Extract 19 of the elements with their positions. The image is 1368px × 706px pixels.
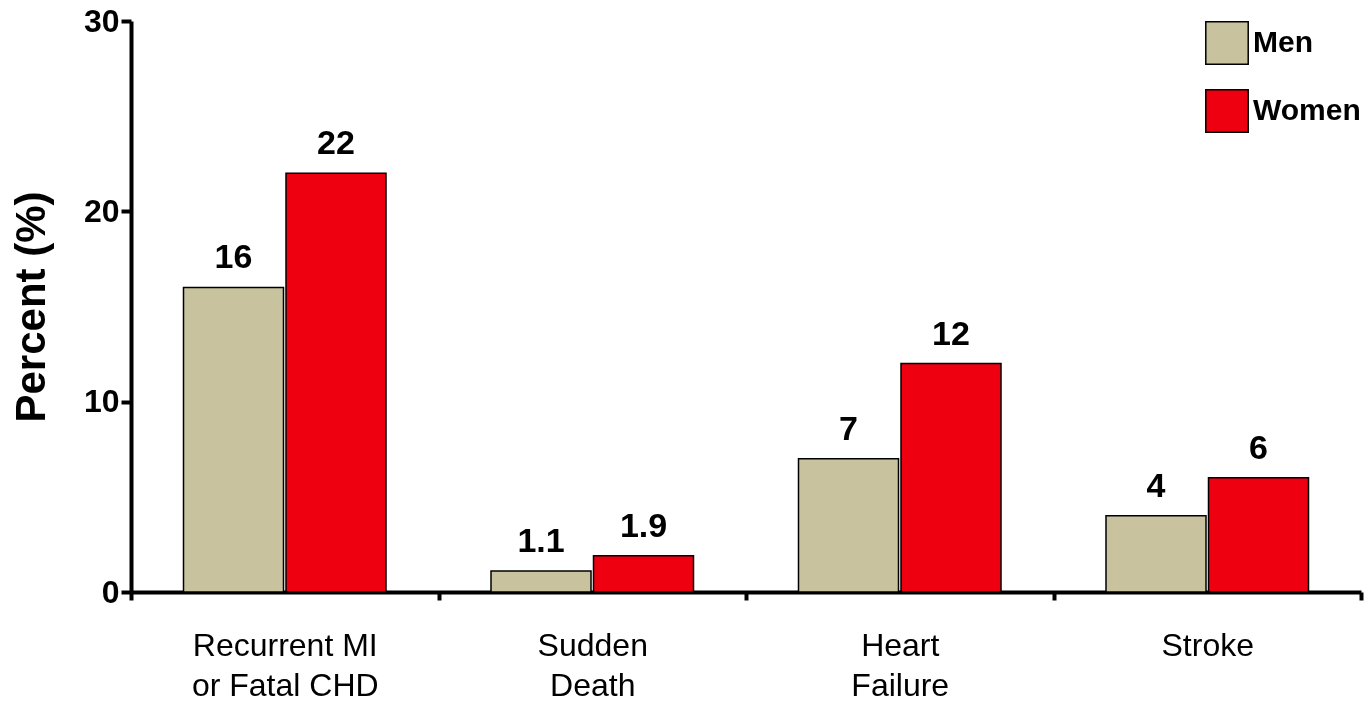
y-tick-label: 0 [101,573,120,610]
legend-label: Men [1253,25,1313,58]
x-tick-label: Heart Failure [851,626,950,703]
x-tick-label: Recurrent MI or Fatal CHD [191,626,379,703]
data-label: 22 [317,123,355,162]
y-axis-title: Percent (%) [6,191,54,423]
legend-label: Women [1253,93,1361,126]
y-tick-label: 30 [83,2,120,39]
y-tick-label: 10 [83,383,120,420]
data-label: 6 [1249,427,1268,466]
data-label: 7 [839,408,858,447]
data-label: 12 [932,313,970,352]
data-label: 1.9 [619,505,668,544]
data-label: 1.1 [517,521,565,560]
y-tick-label: 20 [83,192,120,229]
x-tick-label: Sudden Death [537,626,648,703]
x-tick-label: Stroke [1161,626,1254,663]
data-label: 4 [1146,465,1166,504]
data-label: 16 [214,237,253,276]
